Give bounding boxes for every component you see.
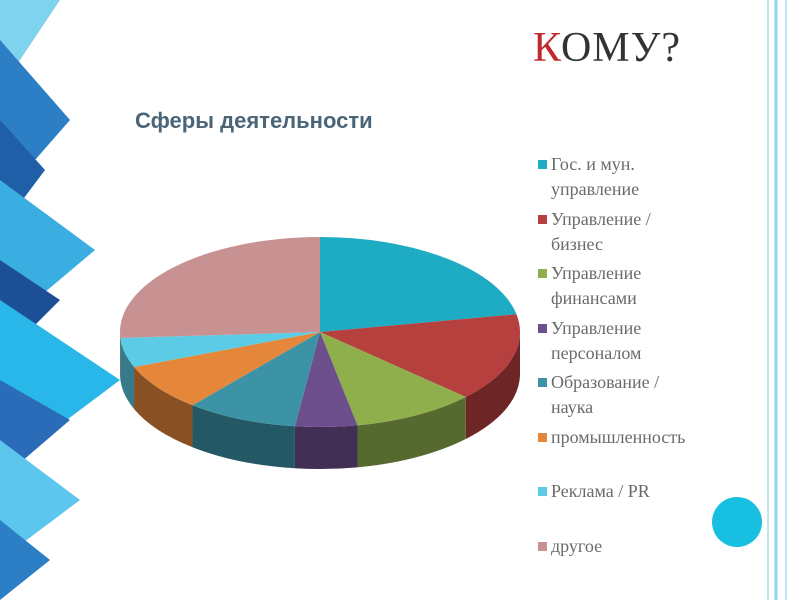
legend-label: Управление персоналом — [551, 317, 642, 363]
legend-label: Реклама / PR — [551, 481, 650, 501]
pie-slice — [294, 332, 358, 427]
pie-slice — [320, 332, 466, 426]
pie-slice — [192, 332, 320, 427]
legend-label: другое — [551, 535, 603, 556]
slide-title: КОМУ? — [533, 25, 682, 71]
legend-swatch — [538, 214, 547, 224]
pie-slice-side — [357, 397, 466, 468]
pie-slice-side — [465, 332, 520, 440]
legend-label: промышленность — [551, 426, 686, 447]
legend-swatch — [538, 378, 547, 387]
legend-swatch — [538, 323, 547, 333]
pie-slice — [320, 237, 517, 332]
pie-slice — [119, 237, 320, 338]
legend-item: Гос. и мун. управление — [538, 152, 698, 202]
pie-slice — [134, 332, 320, 406]
legend-item: Управление / бизнес — [538, 207, 698, 257]
pie-slice — [320, 314, 520, 398]
legend-item: Образование / наука — [538, 370, 698, 420]
legend-label: Образование / наука — [551, 372, 660, 417]
pie-slice-side — [294, 425, 358, 469]
legend-swatch — [538, 160, 547, 169]
pie-slice-side — [192, 405, 295, 469]
legend-swatch — [538, 541, 547, 551]
legend-item: другое — [538, 534, 698, 559]
legend-swatch — [538, 487, 547, 496]
legend-item: Управление финансами — [538, 261, 698, 311]
legend-label: Управление финансами — [551, 263, 642, 308]
legend-swatch — [538, 432, 547, 442]
legend-label: Гос. и мун. управление — [551, 154, 640, 199]
pie-slice-side — [134, 366, 193, 448]
legend-item: промышленность — [538, 425, 698, 450]
legend-item: Реклама / PR — [538, 479, 698, 504]
chart-title: Сферы деятельности — [135, 108, 373, 133]
pie-slice — [120, 332, 320, 367]
legend-item: Управление персоналом — [538, 316, 698, 366]
legend-swatch — [538, 269, 547, 278]
legend-label: Управление / бизнес — [551, 208, 651, 254]
pie-slice-side — [120, 337, 135, 409]
